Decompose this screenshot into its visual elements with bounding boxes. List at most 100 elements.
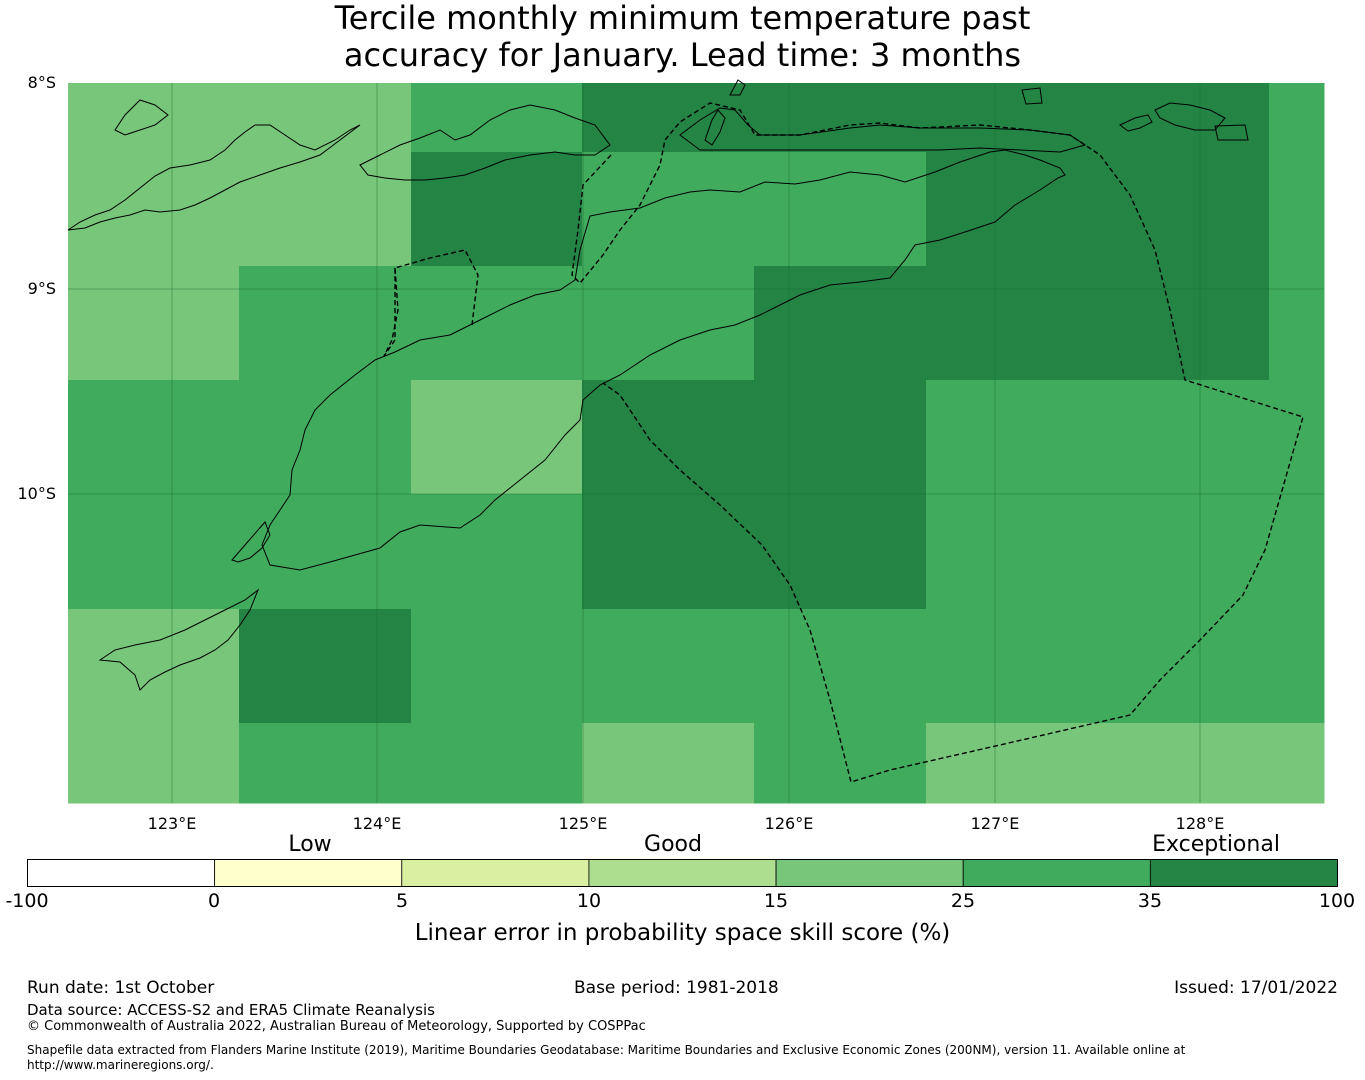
coastline-pantar xyxy=(114,99,169,136)
skill-cell xyxy=(411,380,583,495)
skill-cell xyxy=(582,723,755,804)
lon-label-128e: 128°E xyxy=(1175,814,1225,833)
colorbar-tick: 100 xyxy=(1318,890,1356,912)
colorbar-frame xyxy=(27,859,1338,887)
skill-cell xyxy=(68,723,240,804)
coastline-atauro xyxy=(704,109,726,146)
skill-cell xyxy=(926,494,1098,610)
colorbar-segment xyxy=(214,859,403,887)
coastline-kisar xyxy=(1021,87,1043,105)
skill-cell xyxy=(754,494,927,610)
colorbar-segment xyxy=(588,859,777,887)
colorbar-segment xyxy=(962,859,1151,887)
skill-cell xyxy=(68,152,240,267)
category-low: Low xyxy=(288,832,332,857)
skill-cell xyxy=(582,83,755,153)
coastline-leti xyxy=(1119,114,1153,132)
skill-cell xyxy=(239,266,412,381)
skill-cell xyxy=(926,152,1098,267)
skill-cell xyxy=(68,266,240,381)
eez-boundary-timor-leste xyxy=(571,102,1304,783)
skill-cell xyxy=(582,609,755,724)
coastline-rote xyxy=(98,588,260,691)
colorbar-segment xyxy=(775,859,964,887)
skill-cell xyxy=(68,609,240,724)
run-date: Run date: 1st October xyxy=(27,978,215,998)
colorbar-tick: 35 xyxy=(1137,890,1163,912)
lon-label-127e: 127°E xyxy=(970,814,1020,833)
skill-cell xyxy=(1097,609,1270,724)
colorbar-tick: 25 xyxy=(950,890,976,912)
skill-cell xyxy=(411,723,583,804)
skill-cell xyxy=(926,83,1098,153)
skill-cell xyxy=(754,380,927,495)
skill-cell xyxy=(239,723,412,804)
copyright: © Commonwealth of Australia 2022, Austra… xyxy=(27,1019,646,1034)
skill-cell xyxy=(582,494,755,610)
lat-label-8s: 8°S xyxy=(27,73,56,92)
category-exceptional: Exceptional xyxy=(1152,832,1280,857)
skill-cell xyxy=(411,609,583,724)
skill-cell xyxy=(1097,723,1270,804)
skill-cell xyxy=(1097,380,1270,495)
coastline-moa xyxy=(1154,102,1226,131)
skill-cell xyxy=(926,380,1098,495)
skill-cell xyxy=(582,266,755,381)
map-title: Tercile monthly minimum temperature past… xyxy=(0,0,1365,74)
colorbar-tick: 0 xyxy=(207,890,221,912)
skill-cell xyxy=(239,494,412,610)
skill-cell xyxy=(754,266,927,381)
lon-label-124e: 124°E xyxy=(352,814,402,833)
skill-cell xyxy=(1269,266,1325,381)
skill-cell xyxy=(1097,266,1270,381)
skill-cell xyxy=(754,83,927,153)
skill-cell xyxy=(1269,723,1325,804)
category-good: Good xyxy=(644,832,702,857)
coastline-flores xyxy=(67,124,361,231)
skill-cell xyxy=(239,152,412,267)
skill-cell xyxy=(411,152,583,267)
lat-label-10s: 10°S xyxy=(17,484,56,503)
coastline-alor xyxy=(359,104,611,181)
colorbar-tick: -100 xyxy=(5,890,49,912)
lon-label-126e: 126°E xyxy=(764,814,814,833)
colorbar-tick: 5 xyxy=(395,890,409,912)
colorbar-title: Linear error in probability space skill … xyxy=(414,920,951,946)
colorbar-segment xyxy=(401,859,590,887)
skill-cell xyxy=(68,494,240,610)
skill-cell xyxy=(411,266,583,381)
colorbar-tick: 15 xyxy=(763,890,789,912)
skill-cell xyxy=(239,83,412,153)
skill-cell xyxy=(68,83,240,153)
skill-cell xyxy=(411,494,583,610)
skill-cell xyxy=(926,723,1098,804)
skill-cell xyxy=(239,609,412,724)
skill-cell xyxy=(1269,609,1325,724)
coastline-timor xyxy=(261,149,1066,571)
lat-label-9s: 9°S xyxy=(27,279,56,298)
skill-cell xyxy=(1269,152,1325,267)
title-line-2: accuracy for January. Lead time: 3 month… xyxy=(343,36,1022,74)
skill-cell xyxy=(926,609,1098,724)
skill-cell xyxy=(754,723,927,804)
coastline-semau xyxy=(231,521,271,563)
skill-cell xyxy=(926,266,1098,381)
lon-label-123e: 123°E xyxy=(147,814,197,833)
colorbar-segment xyxy=(27,859,216,887)
coastlines xyxy=(67,79,1249,691)
lon-label-125e: 125°E xyxy=(558,814,608,833)
coastline-sawu xyxy=(729,79,746,96)
skill-cell xyxy=(754,609,927,724)
base-period: Base period: 1981-2018 xyxy=(574,978,779,998)
data-source: Data source: ACCESS-S2 and ERA5 Climate … xyxy=(27,1001,435,1019)
maritime-boundaries xyxy=(383,102,1304,783)
colorbar-tick: 10 xyxy=(576,890,602,912)
skill-cell xyxy=(1269,494,1325,610)
issued-date: Issued: 17/01/2022 xyxy=(1174,978,1338,998)
title-line-1: Tercile monthly minimum temperature past xyxy=(334,0,1031,37)
skill-grid-cells xyxy=(68,83,1325,804)
coastline-lakor xyxy=(1214,124,1249,141)
skill-cell xyxy=(1269,83,1325,153)
